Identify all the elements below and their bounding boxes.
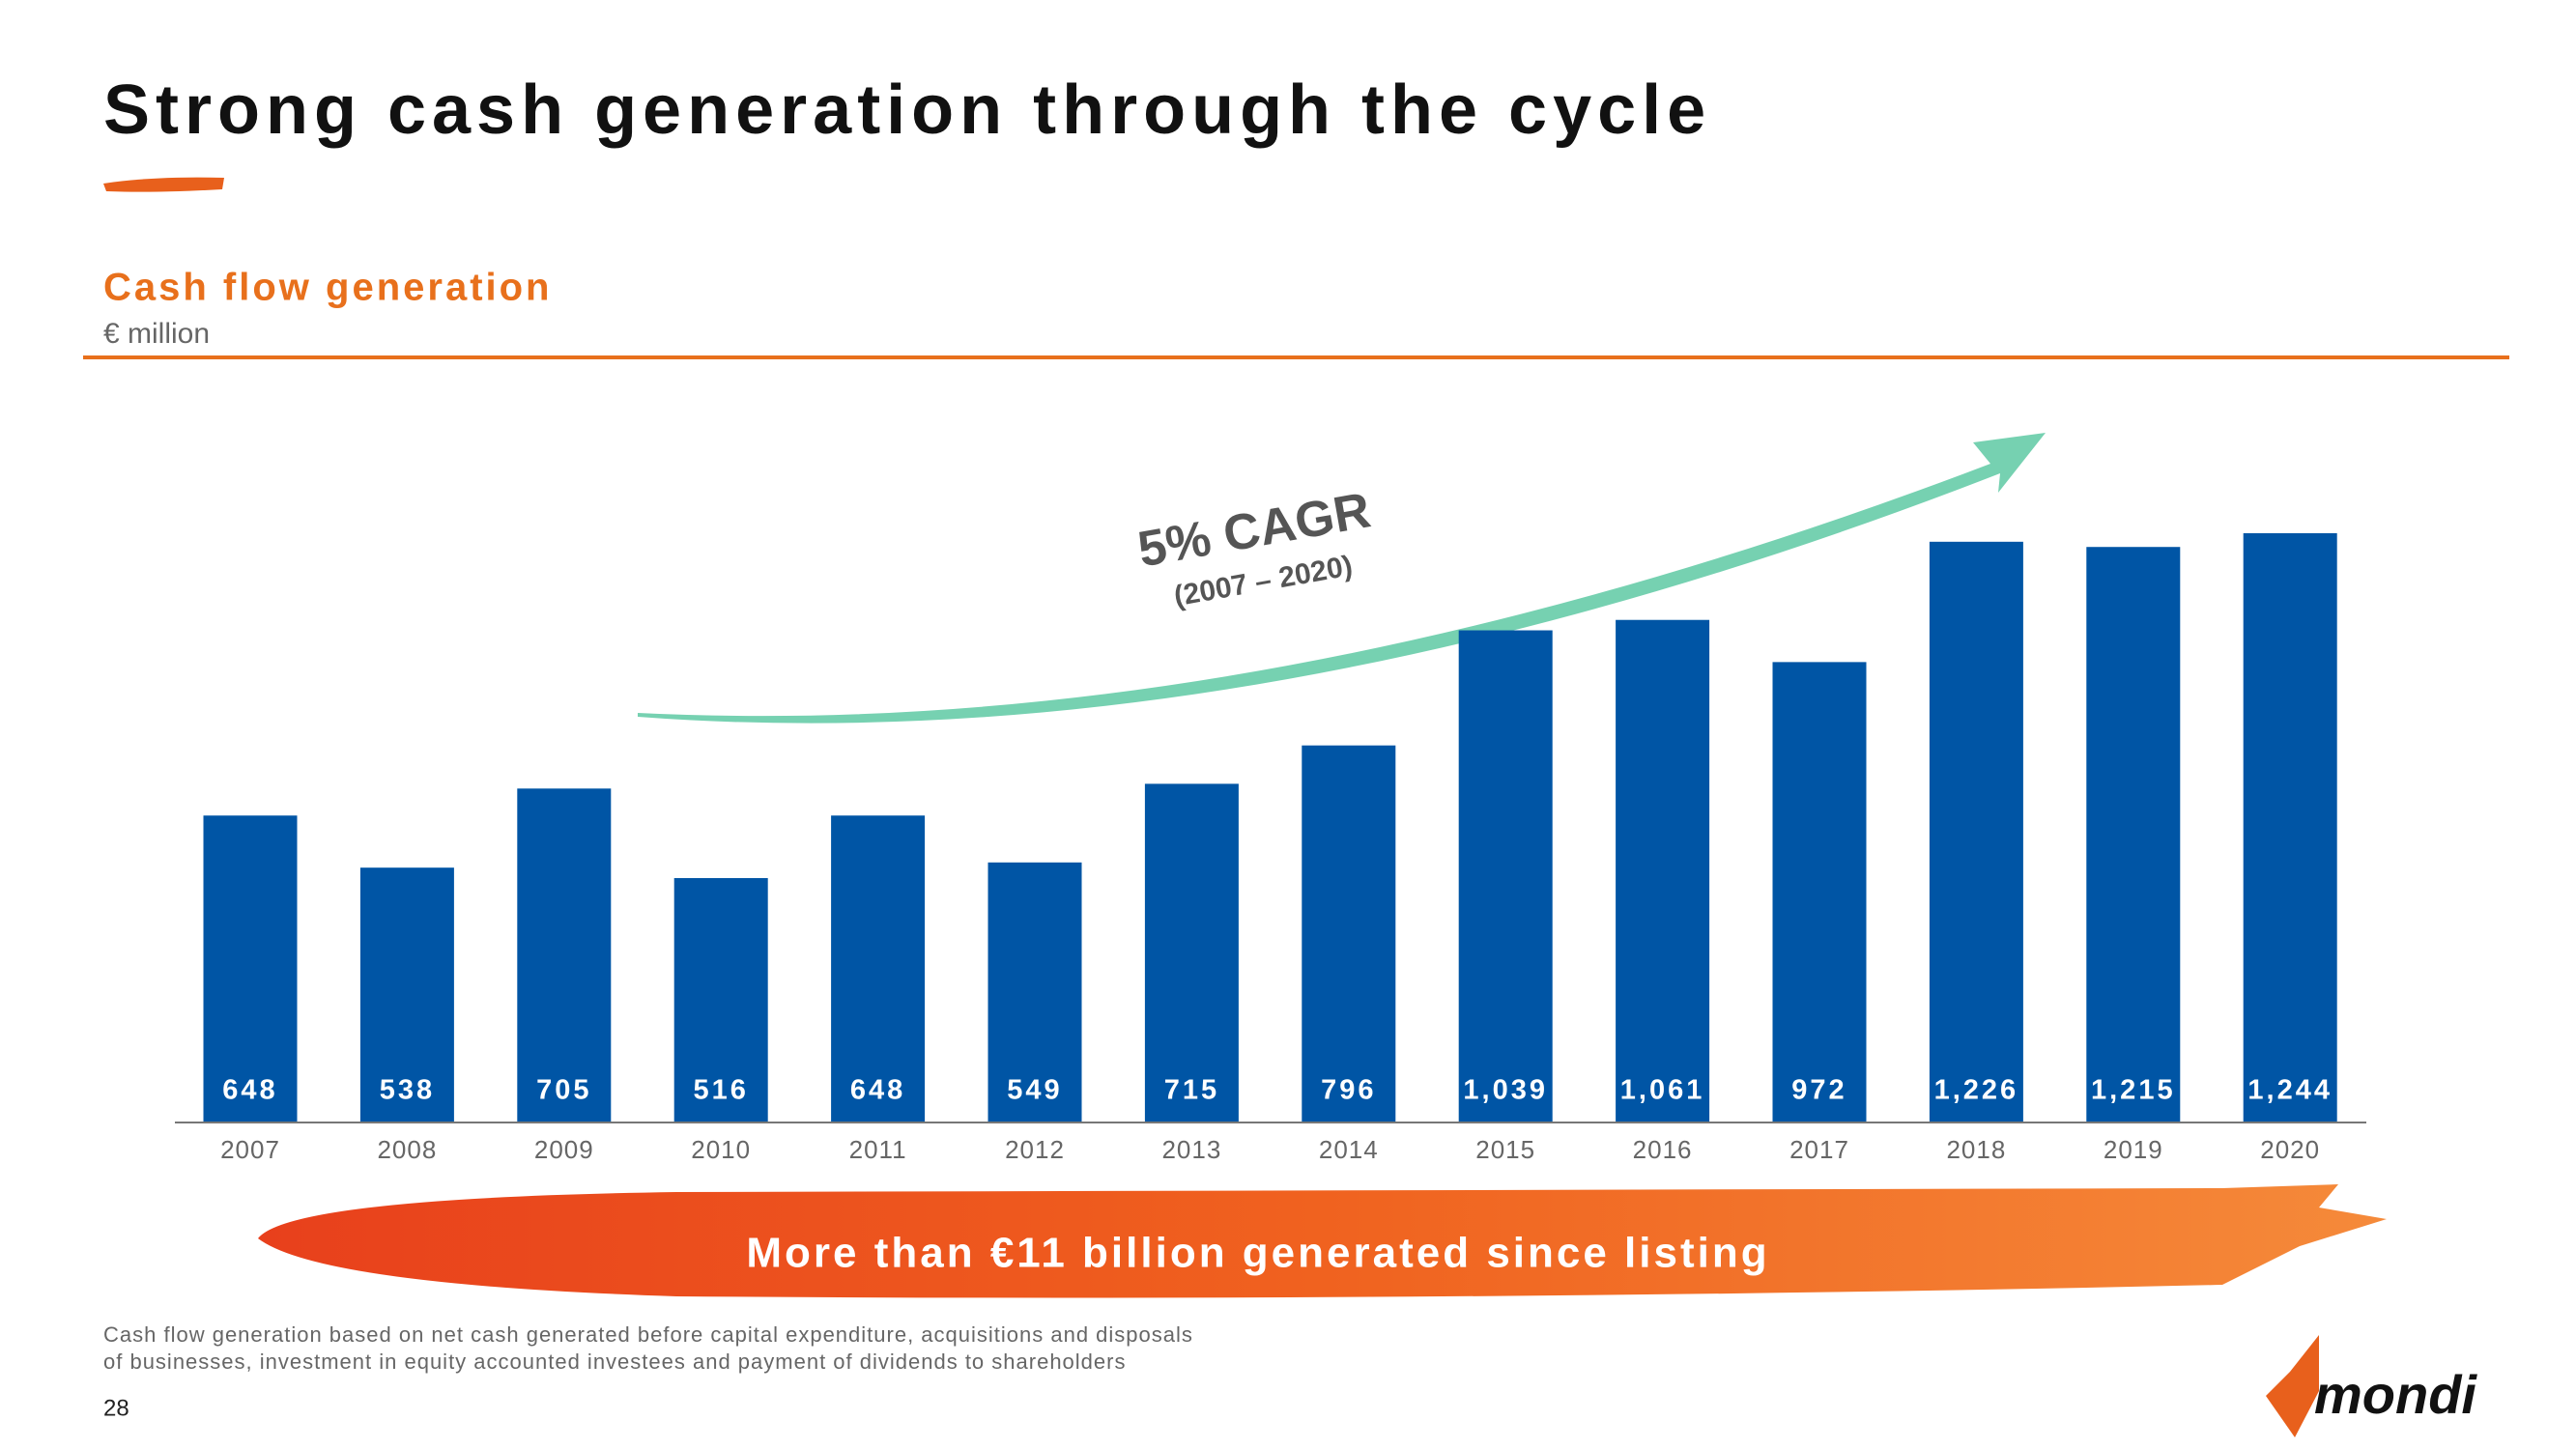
value-label: 1,039	[1463, 1075, 1548, 1106]
x-tick-label: 2012	[1005, 1135, 1065, 1164]
chart-subtitle: € million	[103, 318, 210, 350]
x-tick-label: 2018	[1946, 1135, 2006, 1164]
x-tick-label: 2016	[1633, 1135, 1693, 1164]
bar	[1144, 783, 1239, 1122]
x-tick-label: 2009	[534, 1135, 594, 1164]
banner-text: More than €11 billion generated since li…	[746, 1230, 1769, 1277]
value-label: 705	[536, 1075, 591, 1106]
page-number: 28	[103, 1395, 129, 1421]
cagr-arrow	[638, 433, 2046, 724]
value-label: 796	[1321, 1075, 1376, 1106]
footnote: of businesses, investment in equity acco…	[103, 1350, 1126, 1374]
value-label: 1,244	[2247, 1075, 2333, 1106]
bar	[831, 815, 926, 1122]
x-tick-label: 2007	[220, 1135, 280, 1164]
value-label: 648	[850, 1075, 905, 1106]
x-tick-label: 2014	[1319, 1135, 1379, 1164]
bar	[359, 867, 454, 1122]
logo: mondi	[2314, 1364, 2477, 1425]
value-label: 1,061	[1620, 1075, 1705, 1106]
bar	[1772, 662, 1867, 1122]
value-label: 972	[1791, 1075, 1846, 1106]
title-accent	[103, 177, 224, 192]
value-label: 516	[694, 1075, 749, 1106]
bar	[203, 815, 298, 1122]
bar	[987, 862, 1082, 1122]
bar	[2243, 533, 2337, 1122]
bar	[1458, 630, 1553, 1122]
x-tick-label: 2019	[2104, 1135, 2163, 1164]
bar	[673, 877, 768, 1122]
slide-title: Strong cash generation through the cycle	[103, 71, 1711, 149]
value-label: 549	[1007, 1075, 1062, 1106]
bar	[1302, 745, 1396, 1122]
logo-mark	[2266, 1335, 2319, 1437]
x-tick-label: 2020	[2260, 1135, 2320, 1164]
bar	[517, 788, 612, 1122]
value-label: 1,215	[2091, 1075, 2176, 1106]
x-tick-label: 2015	[1475, 1135, 1535, 1164]
x-tick-label: 2017	[1789, 1135, 1849, 1164]
bar	[2086, 547, 2181, 1122]
x-tick-label: 2011	[849, 1135, 907, 1164]
x-tick-label: 2010	[691, 1135, 751, 1164]
value-label: 1,226	[1934, 1075, 2019, 1106]
banner-brush	[258, 1184, 2387, 1298]
bar	[1929, 541, 2023, 1122]
bar	[1616, 619, 1710, 1122]
x-tick-label: 2008	[377, 1135, 437, 1164]
x-tick-label: 2013	[1161, 1135, 1221, 1164]
value-label: 538	[380, 1075, 435, 1106]
footnote: Cash flow generation based on net cash g…	[103, 1322, 1193, 1347]
chart-title: Cash flow generation	[103, 267, 553, 309]
value-label: 715	[1164, 1075, 1219, 1106]
value-label: 648	[222, 1075, 277, 1106]
